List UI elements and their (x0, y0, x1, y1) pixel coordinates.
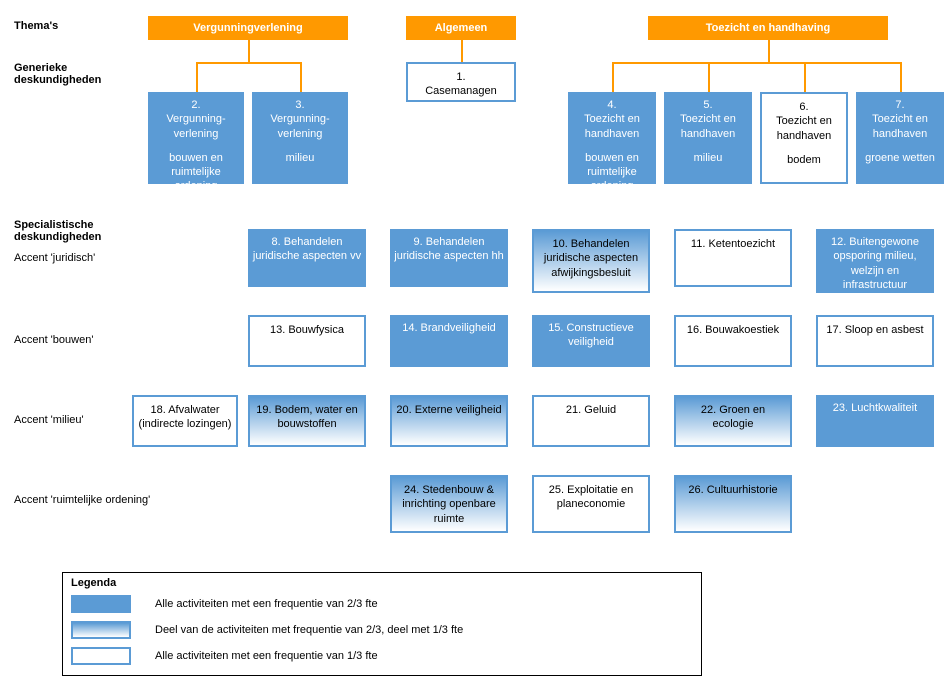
row-label-themas: Thema's (14, 20, 58, 32)
connector (248, 40, 250, 62)
legend: Legenda Alle activiteiten met een freque… (62, 572, 702, 676)
row-label-specialistische: Specialistische deskundigheden (14, 219, 144, 243)
spec-box-b23: 23. Luchtkwaliteit (816, 395, 934, 447)
legend-row-outline: Alle activiteiten met een frequentie van… (63, 645, 701, 671)
spec-box-b24: 24. Stedenbouw & inrichting openbare rui… (390, 475, 508, 533)
spec-box-b8: 8. Behandelen juridische aspecten vv (248, 229, 366, 287)
legend-row-gradient: Deel van de activiteiten met frequentie … (63, 619, 701, 645)
spec-box-b18: 18. Afvalwater (indirecte lozingen) (132, 395, 238, 447)
spec-box-b22: 22. Groen en ecologie (674, 395, 792, 447)
row-label-juridisch: Accent 'juridisch' (14, 252, 95, 264)
spec-box-b12: 12. Buitengewone opsporing milieu, welzi… (816, 229, 934, 293)
connector (196, 62, 198, 92)
spec-box-b9: 9. Behandelen juridische aspecten hh (390, 229, 508, 287)
legend-title: Legenda (63, 573, 701, 593)
spec-box-b19: 19. Bodem, water en bouwstoffen (248, 395, 366, 447)
row-label-ro: Accent 'ruimtelijke ordening' (14, 494, 150, 506)
connector (804, 62, 806, 92)
spec-box-b21: 21. Geluid (532, 395, 650, 447)
connector (768, 40, 770, 62)
spec-box-b15: 15. Constructieve veiligheid (532, 315, 650, 367)
row-label-bouwen: Accent 'bouwen' (14, 334, 93, 346)
legend-swatch-outline (71, 647, 131, 665)
spec-box-b14: 14. Brandveiligheid (390, 315, 508, 367)
legend-swatch-gradient (71, 621, 131, 639)
connector (900, 62, 902, 92)
spec-box-b13: 13. Bouwfysica (248, 315, 366, 367)
connector (461, 40, 463, 62)
generic-box-b3: 3.Vergunning- verleningmilieu (252, 92, 348, 184)
theme-t1: Vergunningverlening (148, 16, 348, 40)
row-label-milieu: Accent 'milieu' (14, 414, 84, 426)
generic-box-b5: 5.Toezicht en handhavenmilieu (664, 92, 752, 184)
spec-box-b20: 20. Externe veiligheid (390, 395, 508, 447)
theme-t2: Algemeen (406, 16, 516, 40)
generic-box-b6: 6.Toezicht en handhavenbodem (760, 92, 848, 184)
legend-row-solid: Alle activiteiten met een frequentie van… (63, 593, 701, 619)
spec-box-b11: 11. Ketentoezicht (674, 229, 792, 287)
spec-box-b25: 25. Exploitatie en planeconomie (532, 475, 650, 533)
connector (196, 62, 302, 64)
connector (708, 62, 710, 92)
connector (300, 62, 302, 92)
spec-box-b17: 17. Sloop en asbest (816, 315, 934, 367)
spec-box-b16: 16. Bouwakoestiek (674, 315, 792, 367)
row-label-generieke: Generieke deskundigheden (14, 62, 134, 86)
spec-box-b10: 10. Behandelen juridische aspecten afwij… (532, 229, 650, 293)
legend-swatch-solid (71, 595, 131, 613)
theme-t3: Toezicht en handhaving (648, 16, 888, 40)
legend-text-gradient: Deel van de activiteiten met frequentie … (155, 624, 463, 636)
connector (612, 62, 614, 92)
generic-box-b4: 4.Toezicht en handhavenbouwen en ruimtel… (568, 92, 656, 184)
legend-text-solid: Alle activiteiten met een frequentie van… (155, 598, 378, 610)
generic-box-b1: 1.Casemanagen (406, 62, 516, 102)
generic-box-b7: 7.Toezicht en handhavengroene wetten (856, 92, 944, 184)
legend-text-outline: Alle activiteiten met een frequentie van… (155, 650, 378, 662)
generic-box-b2: 2.Vergunning- verleningbouwen en ruimtel… (148, 92, 244, 184)
spec-box-b26: 26. Cultuurhistorie (674, 475, 792, 533)
connector (612, 62, 902, 64)
